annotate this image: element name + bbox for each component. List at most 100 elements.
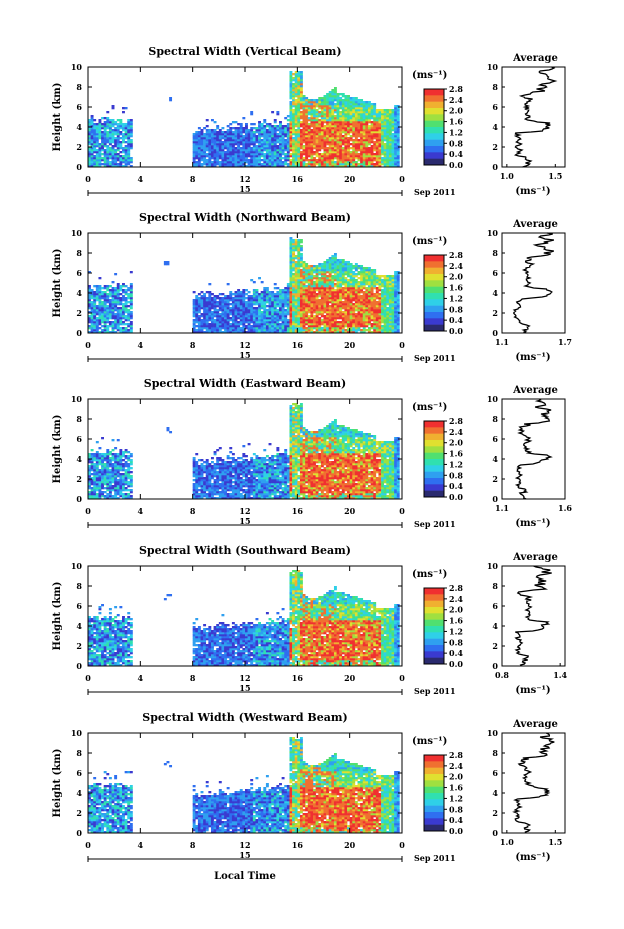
- heatmap-cell: [250, 129, 254, 132]
- heatmap-cell: [265, 159, 269, 162]
- heatmap-cell: [326, 327, 330, 330]
- heatmap-cell: [307, 105, 311, 108]
- heatmap-cell: [98, 145, 102, 148]
- heatmap-cell: [286, 133, 290, 136]
- heatmap-cell: [218, 315, 222, 318]
- heatmap-cell: [239, 155, 243, 158]
- heatmap-cell: [88, 151, 91, 154]
- heatmap-cell: [216, 331, 220, 334]
- heatmap-cell: [357, 133, 361, 136]
- heatmap-cell: [320, 161, 324, 164]
- heatmap-cell: [258, 319, 261, 322]
- heatmap-cell: [127, 143, 131, 146]
- heatmap-cell: [255, 135, 259, 138]
- heatmap-cell: [192, 309, 196, 312]
- heatmap-cell: [297, 137, 301, 140]
- heatmap-cell: [263, 301, 267, 304]
- heatmap-cell: [213, 141, 217, 144]
- heatmap-cell: [383, 131, 387, 134]
- heatmap-cell: [354, 263, 358, 266]
- heatmap-cell: [279, 327, 282, 330]
- heatmap-cell: [221, 293, 225, 296]
- heatmap-cell: [333, 291, 337, 294]
- heatmap-cell: [276, 329, 280, 332]
- heatmap-cell: [237, 323, 241, 326]
- heatmap-cell: [310, 297, 314, 300]
- heatmap-cell: [344, 149, 348, 152]
- heatmap-cell: [234, 121, 238, 124]
- heatmap-cell: [354, 285, 358, 288]
- heatmap-cell: [292, 331, 296, 334]
- heatmap-cell: [328, 287, 332, 290]
- heatmap-cell: [297, 257, 301, 260]
- heatmap-cell: [208, 153, 212, 156]
- heatmap-cell: [250, 149, 254, 152]
- heatmap-cell: [289, 325, 293, 328]
- heatmap-cell: [349, 103, 353, 106]
- heatmap-cell: [310, 103, 314, 106]
- heatmap-cell: [378, 283, 382, 286]
- heatmap-cell: [127, 319, 131, 322]
- heatmap-cell: [271, 317, 275, 320]
- heatmap-cell: [279, 139, 282, 142]
- heatmap-cell: [375, 165, 379, 168]
- heatmap-cell: [357, 121, 361, 124]
- heatmap-cell: [315, 323, 319, 326]
- heatmap-cell: [307, 147, 311, 150]
- heatmap-cell: [195, 161, 199, 164]
- heatmap-cell: [260, 323, 264, 326]
- heatmap-cell: [354, 303, 358, 306]
- heatmap-cell: [326, 331, 330, 334]
- heatmap-cell: [383, 135, 387, 138]
- heatmap-cell: [391, 109, 395, 112]
- heatmap-cell: [320, 269, 324, 272]
- heatmap-cell: [197, 303, 201, 306]
- heatmap-cell: [242, 299, 246, 302]
- heatmap-cell: [333, 87, 337, 90]
- heatmap-cell: [310, 135, 314, 138]
- heatmap-cell: [349, 159, 353, 162]
- heatmap-cell: [101, 287, 104, 290]
- heatmap-cell: [362, 101, 366, 104]
- heatmap-cell: [208, 297, 212, 300]
- heatmap-cell: [101, 131, 104, 134]
- heatmap-cell: [221, 155, 225, 158]
- heatmap-cell: [231, 159, 235, 162]
- heatmap-cell: [289, 153, 293, 156]
- heatmap-cell: [331, 145, 335, 148]
- heatmap-cell: [242, 137, 246, 140]
- heatmap-cell: [116, 301, 120, 304]
- heatmap-cell: [378, 143, 382, 146]
- heatmap-cell: [98, 153, 102, 156]
- heatmap-cell: [394, 111, 398, 114]
- heatmap-cell: [396, 115, 400, 118]
- heatmap-cell: [260, 307, 264, 310]
- heatmap-cell: [197, 315, 201, 318]
- heatmap-cell: [378, 133, 382, 136]
- heatmap-cell: [210, 151, 214, 154]
- heatmap-cell: [333, 309, 337, 312]
- heatmap-cell: [289, 135, 293, 138]
- heatmap-cell: [192, 139, 196, 142]
- heatmap-cell: [226, 157, 230, 160]
- heatmap-cell: [242, 151, 246, 154]
- heatmap-cell: [103, 301, 107, 304]
- heatmap-cell: [331, 109, 335, 112]
- heatmap-cell: [341, 143, 345, 146]
- heatmap-cell: [116, 311, 120, 314]
- heatmap-cell: [362, 139, 366, 142]
- heatmap-cell: [111, 315, 115, 318]
- heatmap-cell: [352, 119, 356, 122]
- heatmap-cell: [391, 157, 395, 160]
- heatmap-cell: [197, 159, 201, 162]
- heatmap-cell: [281, 301, 285, 304]
- heatmap-cell: [347, 151, 350, 154]
- heatmap-cell: [344, 107, 348, 110]
- heatmap-cell: [326, 315, 330, 318]
- heatmap-cell: [375, 329, 379, 332]
- heatmap-cell: [208, 319, 212, 322]
- heatmap-cell: [391, 129, 395, 132]
- heatmap-cell: [271, 311, 275, 314]
- heatmap-cell: [108, 325, 112, 328]
- heatmap-cell: [101, 139, 104, 142]
